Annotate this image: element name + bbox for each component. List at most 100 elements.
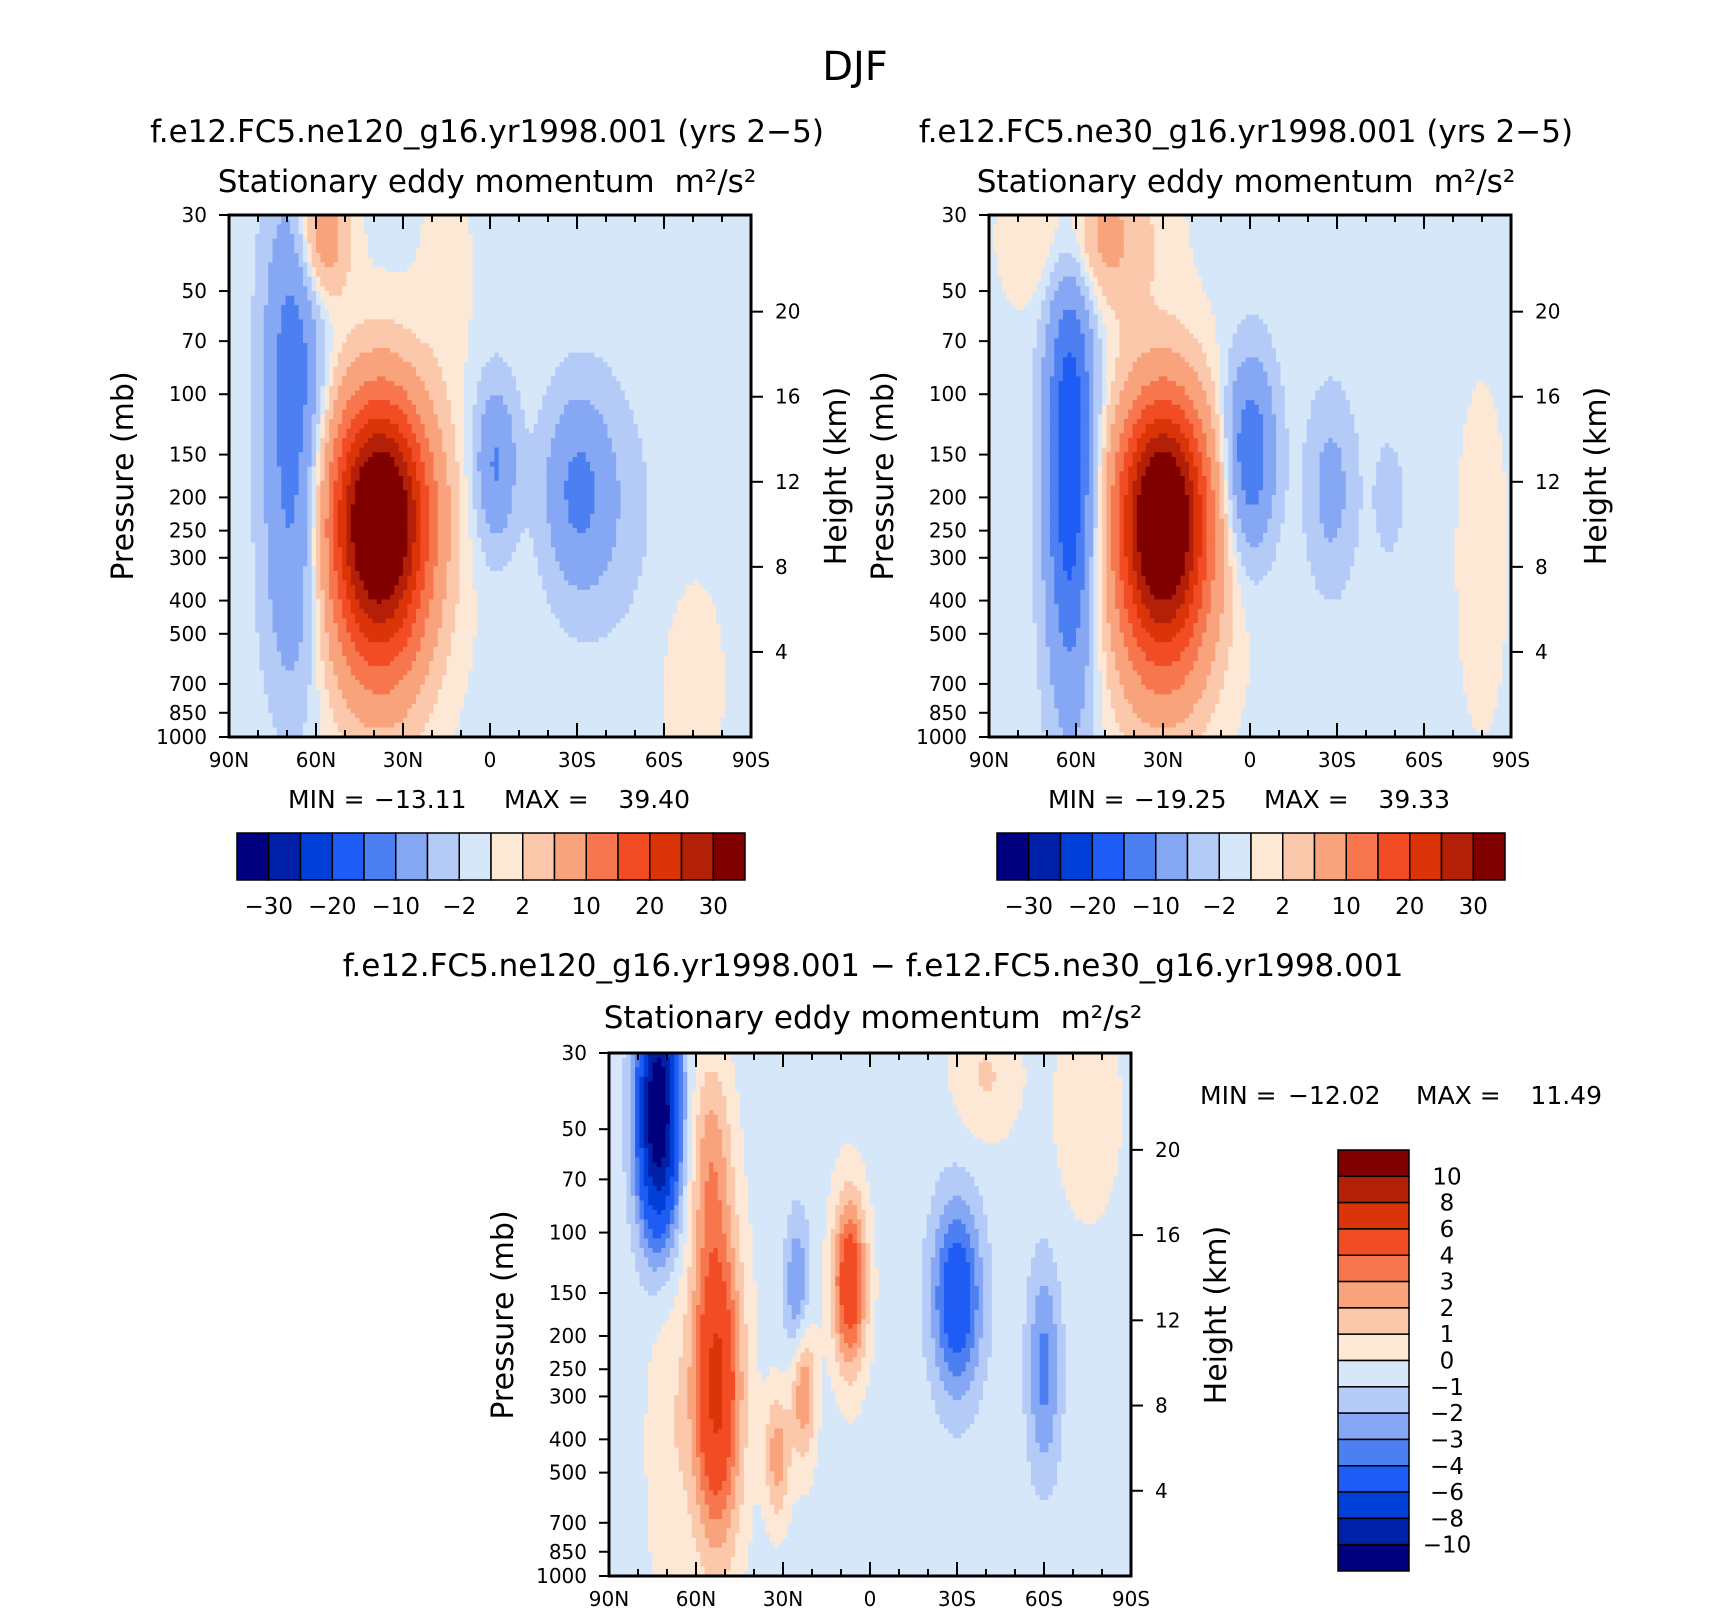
contour-cell — [302, 637, 313, 643]
contour-cell — [1102, 338, 1108, 344]
contour-cell — [1106, 480, 1116, 487]
contour-cell — [1332, 438, 1360, 444]
contour-cell — [1032, 547, 1042, 553]
contour-cell — [1045, 286, 1060, 292]
contour-cell — [1197, 338, 1216, 344]
contour-cell — [616, 461, 648, 468]
contour-cell — [648, 1072, 654, 1078]
contour-cell — [355, 414, 408, 420]
contour-cell — [1189, 461, 1195, 468]
contour-cell — [403, 675, 426, 681]
contour-cell — [1263, 423, 1277, 430]
contour-cell — [1471, 718, 1495, 724]
contour-cell — [1022, 1057, 1058, 1064]
contour-cell — [476, 518, 487, 525]
panel-ne30-contour-plot — [989, 215, 1511, 737]
contour-cell — [485, 513, 508, 520]
contour-cell — [1049, 423, 1060, 430]
contour-cell — [1506, 618, 1511, 624]
contour-cell — [1506, 632, 1511, 638]
contour-cell — [250, 324, 265, 330]
contour-cell — [276, 646, 300, 653]
contour-cell — [1276, 352, 1511, 358]
contour-cell — [665, 1081, 671, 1087]
contour-cell — [420, 689, 439, 695]
contour-cell — [346, 561, 356, 567]
contour-cell — [346, 513, 352, 520]
contour-cell — [1145, 604, 1181, 610]
contour-cell — [1502, 466, 1511, 472]
contour-cell — [1093, 613, 1099, 619]
contour-cell — [1058, 385, 1081, 392]
contour-cell — [1089, 570, 1094, 577]
contour-cell — [1228, 537, 1234, 544]
contour-cell — [320, 722, 339, 729]
contour-cell — [598, 580, 639, 586]
contour-cell — [1136, 471, 1147, 477]
contour-cell — [611, 371, 751, 377]
contour-cell — [437, 518, 452, 525]
contour-cell — [472, 262, 751, 268]
contour-cell — [1102, 561, 1108, 567]
contour-cell — [359, 409, 404, 415]
colorbar-label: 10 — [1332, 894, 1361, 920]
contour-cell — [1193, 589, 1203, 596]
contour-cell — [476, 608, 552, 615]
contour-cell — [346, 532, 352, 539]
contour-cell — [1319, 589, 1342, 596]
contour-cell — [1136, 570, 1142, 577]
contour-cell — [394, 585, 408, 591]
contour-cell — [1289, 442, 1303, 449]
contour-cell — [1189, 642, 1203, 648]
contour-cell — [622, 1057, 632, 1064]
contour-cell — [1084, 305, 1094, 311]
contour-cell — [616, 523, 648, 529]
contour-cell — [1058, 400, 1081, 406]
contour-cell — [1097, 537, 1103, 544]
contour-cell — [1106, 409, 1116, 415]
contour-cell — [229, 485, 252, 491]
contour-cell — [1219, 447, 1225, 453]
contour-cell — [1228, 476, 1234, 482]
contour-cell — [333, 376, 343, 382]
contour-cell — [311, 656, 317, 662]
contour-cell — [311, 433, 317, 439]
contour-cell — [320, 513, 330, 520]
contour-cell — [337, 727, 426, 733]
contour-cell — [346, 627, 361, 634]
contour-cell — [450, 504, 461, 510]
contour-cell — [411, 447, 421, 453]
contour-cell — [989, 699, 1042, 705]
x-tick-label-30s: 30S — [1318, 748, 1356, 772]
contour-cell — [1154, 271, 1199, 278]
contour-cell — [1132, 400, 1155, 406]
contour-cell — [989, 438, 1034, 444]
contour-cell — [229, 400, 252, 406]
contour-cell — [355, 390, 408, 396]
colorbar-swatch — [1313, 832, 1347, 881]
contour-cell — [1232, 632, 1251, 638]
contour-cell — [1232, 457, 1238, 463]
contour-cell — [1058, 390, 1081, 396]
contour-cell — [485, 518, 508, 525]
contour-cell — [320, 651, 330, 657]
contour-cell — [1041, 371, 1055, 377]
contour-cell — [724, 661, 751, 667]
contour-cell — [437, 509, 452, 515]
contour-cell — [1036, 281, 1051, 287]
contour-cell — [989, 713, 1042, 719]
contour-cell — [429, 528, 439, 534]
contour-cell — [1228, 542, 1234, 548]
contour-cell — [546, 490, 565, 496]
contour-cell — [1476, 727, 1490, 733]
contour-cell — [1193, 248, 1511, 254]
contour-cell — [1219, 504, 1225, 510]
contour-cell — [1097, 656, 1108, 662]
contour-cell — [450, 547, 461, 553]
contour-cell — [276, 385, 308, 392]
contour-cell — [696, 1062, 736, 1068]
contour-cell — [611, 442, 643, 449]
contour-cell — [1102, 343, 1108, 349]
contour-cell — [359, 604, 400, 610]
contour-cell — [1232, 433, 1238, 439]
